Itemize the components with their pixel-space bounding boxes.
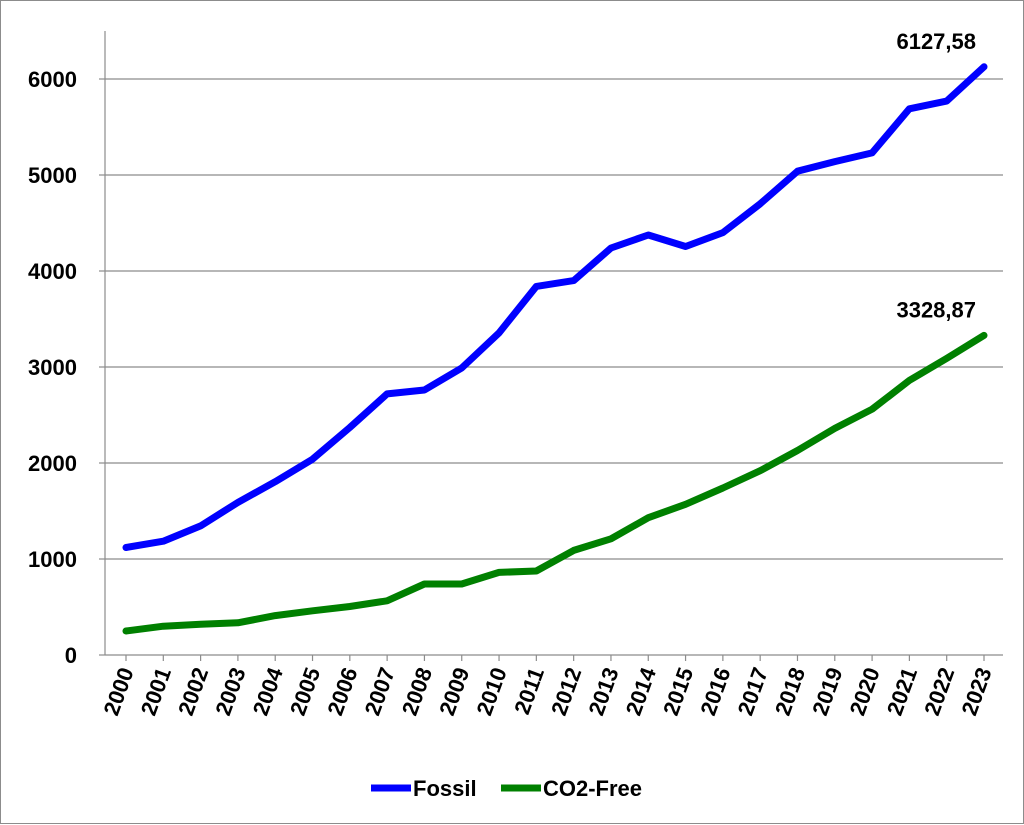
x-tick-label: 2010 [472, 664, 512, 719]
y-tick-label: 4000 [28, 259, 77, 284]
y-tick-label: 2000 [28, 451, 77, 476]
y-tick-label: 1000 [28, 547, 77, 572]
x-tick-label: 2005 [285, 664, 325, 719]
x-tick-label: 2016 [695, 664, 735, 719]
y-tick-label: 3000 [28, 355, 77, 380]
x-tick-label: 2023 [956, 664, 996, 719]
x-tick-label: 2013 [583, 664, 623, 719]
series-line-fossil [122, 63, 988, 551]
x-tick-label: 2017 [733, 664, 773, 719]
x-tick-label: 2018 [770, 664, 810, 719]
x-tick-label: 2022 [919, 664, 959, 719]
x-tick-label: 2020 [845, 664, 885, 719]
x-tick-label: 2002 [173, 664, 213, 719]
x-tick-label: 2007 [360, 664, 400, 719]
x-tick-label: 2009 [434, 664, 474, 719]
y-tick-label: 5000 [28, 163, 77, 188]
data-labels: 6127,58 3328,87 [896, 29, 976, 323]
data-label-co2-free: 3328,87 [896, 297, 976, 322]
axes: 0100020003000400050006000200020012002200… [28, 31, 1003, 719]
x-tick-label: 2012 [546, 664, 586, 719]
y-tick-label: 0 [65, 643, 77, 668]
x-tick-label: 2004 [248, 663, 288, 718]
x-tick-label: 2014 [621, 663, 661, 718]
x-tick-label: 2006 [322, 664, 362, 719]
data-label-fossil: 6127,58 [896, 29, 976, 54]
x-tick-label: 2001 [136, 664, 176, 719]
x-tick-label: 2003 [210, 664, 250, 719]
x-tick-label: 2015 [658, 664, 698, 719]
legend-label: Fossil [413, 776, 477, 801]
series-lines [122, 63, 988, 635]
x-tick-label: 2021 [882, 664, 922, 719]
series-line-co2-free [122, 331, 988, 635]
x-tick-label: 2008 [397, 664, 437, 719]
x-tick-label: 2011 [509, 664, 549, 717]
y-tick-label: 6000 [28, 67, 77, 92]
legend-label: CO2-Free [543, 776, 642, 801]
legend: Fossil CO2-Free [371, 776, 642, 801]
grid [105, 78, 1003, 560]
x-tick-label: 2000 [98, 664, 138, 719]
x-tick-label: 2019 [807, 664, 847, 719]
